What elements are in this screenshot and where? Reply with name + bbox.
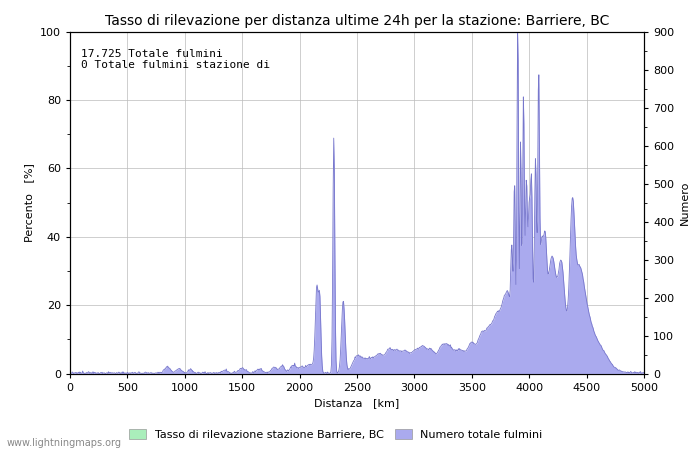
- Text: www.lightningmaps.org: www.lightningmaps.org: [7, 438, 122, 448]
- X-axis label: Distanza   [km]: Distanza [km]: [314, 398, 400, 408]
- Legend: Tasso di rilevazione stazione Barriere, BC, Numero totale fulmini: Tasso di rilevazione stazione Barriere, …: [125, 425, 547, 445]
- Title: Tasso di rilevazione per distanza ultime 24h per la stazione: Barriere, BC: Tasso di rilevazione per distanza ultime…: [105, 14, 609, 27]
- Text: 17.725 Totale fulmini
0 Totale fulmini stazione di: 17.725 Totale fulmini 0 Totale fulmini s…: [81, 49, 270, 70]
- Y-axis label: Percento   [%]: Percento [%]: [25, 163, 34, 242]
- Y-axis label: Numero: Numero: [680, 180, 689, 225]
